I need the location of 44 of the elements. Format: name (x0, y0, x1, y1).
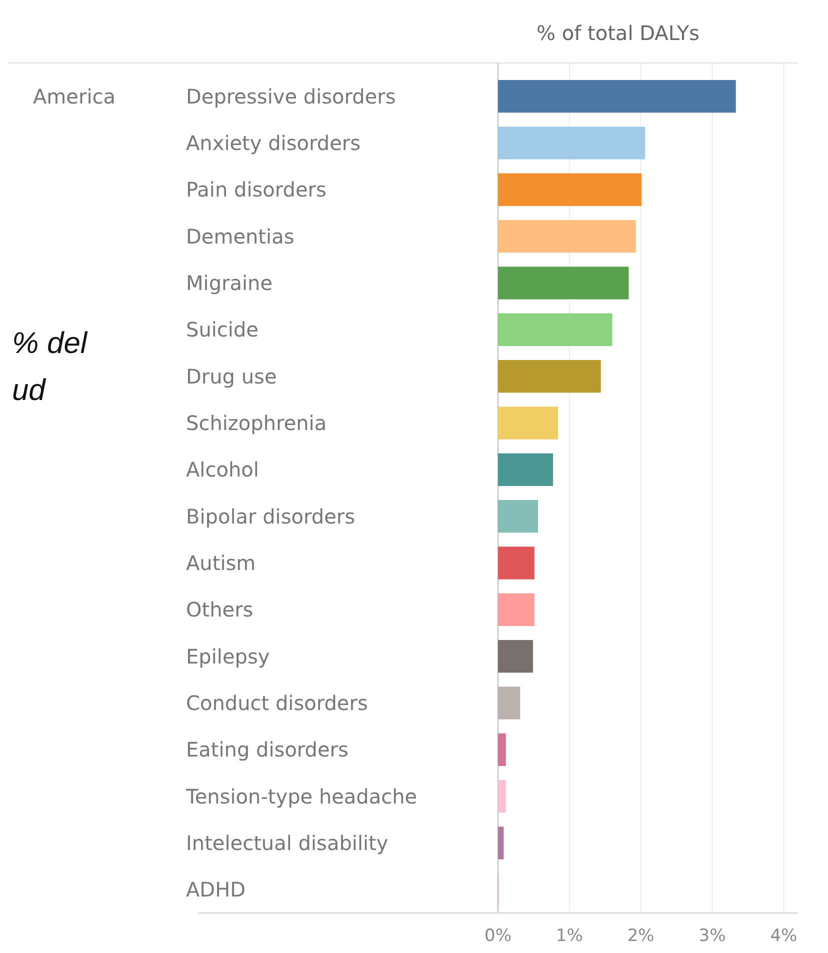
y-tick-label: Intelectual disability (186, 831, 388, 855)
x-tick-label: 0% (484, 926, 512, 946)
bar (498, 593, 534, 626)
y-tick-label: Alcohol (186, 458, 259, 482)
x-tick-label: 2% (627, 926, 654, 946)
bar (498, 80, 736, 113)
y-tick-label: Others (186, 598, 254, 622)
y-tick-label: Migraine (186, 271, 273, 295)
bar (498, 266, 629, 300)
bar (498, 406, 558, 440)
bar (498, 500, 538, 533)
y-tick-label: Conduct disorders (186, 691, 368, 715)
bar (498, 220, 636, 253)
y-tick-label: Pain disorders (186, 178, 326, 202)
chart-title: % of total DALYs (536, 21, 700, 45)
y-tick-label: Autism (186, 551, 256, 575)
y-tick-label: Depressive disorders (186, 84, 396, 108)
y-tick-label: Anxiety disorders (186, 131, 361, 155)
y-tick-label: Bipolar disorders (186, 504, 356, 528)
text: % del (12, 327, 88, 360)
bar (498, 780, 506, 813)
bar (498, 686, 520, 720)
bar (498, 733, 506, 766)
y-axis-title: America (33, 84, 116, 108)
bar (498, 126, 646, 160)
text: ud (12, 374, 47, 407)
bar (498, 453, 553, 486)
bar (498, 173, 642, 206)
y-tick-label: Suicide (186, 318, 258, 342)
y-tick-label: ADHD (186, 878, 246, 902)
bar (498, 360, 601, 393)
y-tick-label: Eating disorders (186, 738, 348, 762)
x-tick-label: 3% (698, 926, 726, 946)
bar (498, 826, 504, 860)
bar (498, 640, 533, 673)
bar (498, 313, 612, 346)
y-tick-label: Dementias (186, 224, 294, 248)
y-tick-label: Schizophrenia (186, 411, 327, 435)
y-tick-label: Epilepsy (186, 644, 270, 668)
y-tick-label: Tension-type headache (185, 784, 418, 808)
x-tick-label: 1% (556, 926, 583, 946)
y-tick-label: Drug use (186, 364, 277, 388)
x-tick-label: 4% (770, 926, 798, 946)
bar (498, 546, 534, 580)
